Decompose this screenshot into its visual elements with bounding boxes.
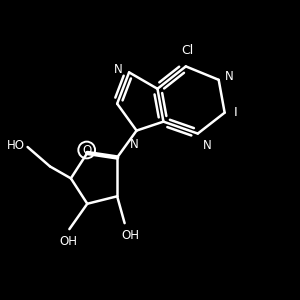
Text: N: N <box>114 63 122 76</box>
Text: HO: HO <box>7 139 25 152</box>
Text: OH: OH <box>122 229 140 242</box>
Text: N: N <box>203 139 212 152</box>
Text: O: O <box>82 143 91 157</box>
Text: OH: OH <box>59 235 77 248</box>
Text: I: I <box>234 106 237 119</box>
Text: Cl: Cl <box>181 44 194 57</box>
Text: N: N <box>130 138 139 151</box>
Text: N: N <box>225 70 234 83</box>
